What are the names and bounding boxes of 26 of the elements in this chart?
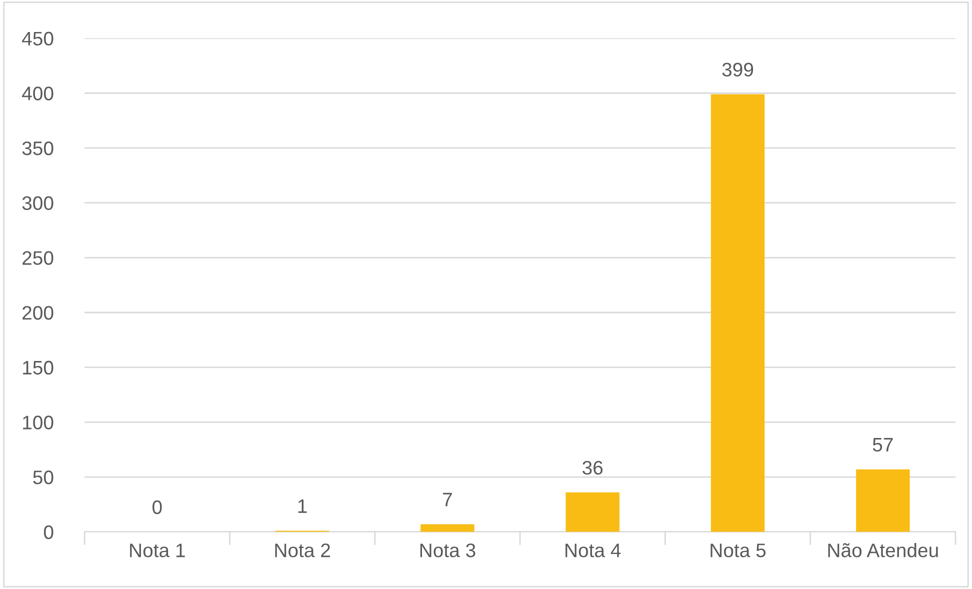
bar — [856, 469, 910, 532]
data-label: 57 — [872, 438, 893, 452]
data-label: 399 — [722, 62, 754, 76]
data-label: 0 — [152, 500, 162, 514]
y-tick-label: 300 — [22, 196, 54, 210]
y-tick-label: 50 — [33, 470, 54, 484]
bar — [420, 524, 474, 532]
x-tick-label: Nota 5 — [710, 544, 766, 558]
bar — [710, 94, 765, 532]
x-tick-label: Nota 1 — [130, 544, 185, 558]
x-tick-label: Não Atendeu — [828, 542, 938, 558]
y-tick-label: 0 — [44, 525, 54, 540]
y-tick-label: 200 — [22, 306, 54, 320]
y-tick-label: 250 — [22, 251, 54, 265]
data-label: 7 — [443, 492, 452, 506]
y-tick-label: 450 — [22, 32, 54, 46]
y-tick-label: 100 — [23, 416, 54, 430]
bar — [566, 492, 620, 532]
x-tick-label: Nota 3 — [420, 543, 476, 558]
data-label: 36 — [582, 460, 603, 475]
y-tick-label: 350 — [22, 141, 54, 156]
y-tick-label: 400 — [22, 86, 54, 100]
x-tick-label: Nota 4 — [566, 544, 621, 558]
data-label: 1 — [298, 499, 307, 513]
y-tick-label: 150 — [23, 360, 54, 375]
x-tick-label: Nota 2 — [275, 543, 330, 558]
